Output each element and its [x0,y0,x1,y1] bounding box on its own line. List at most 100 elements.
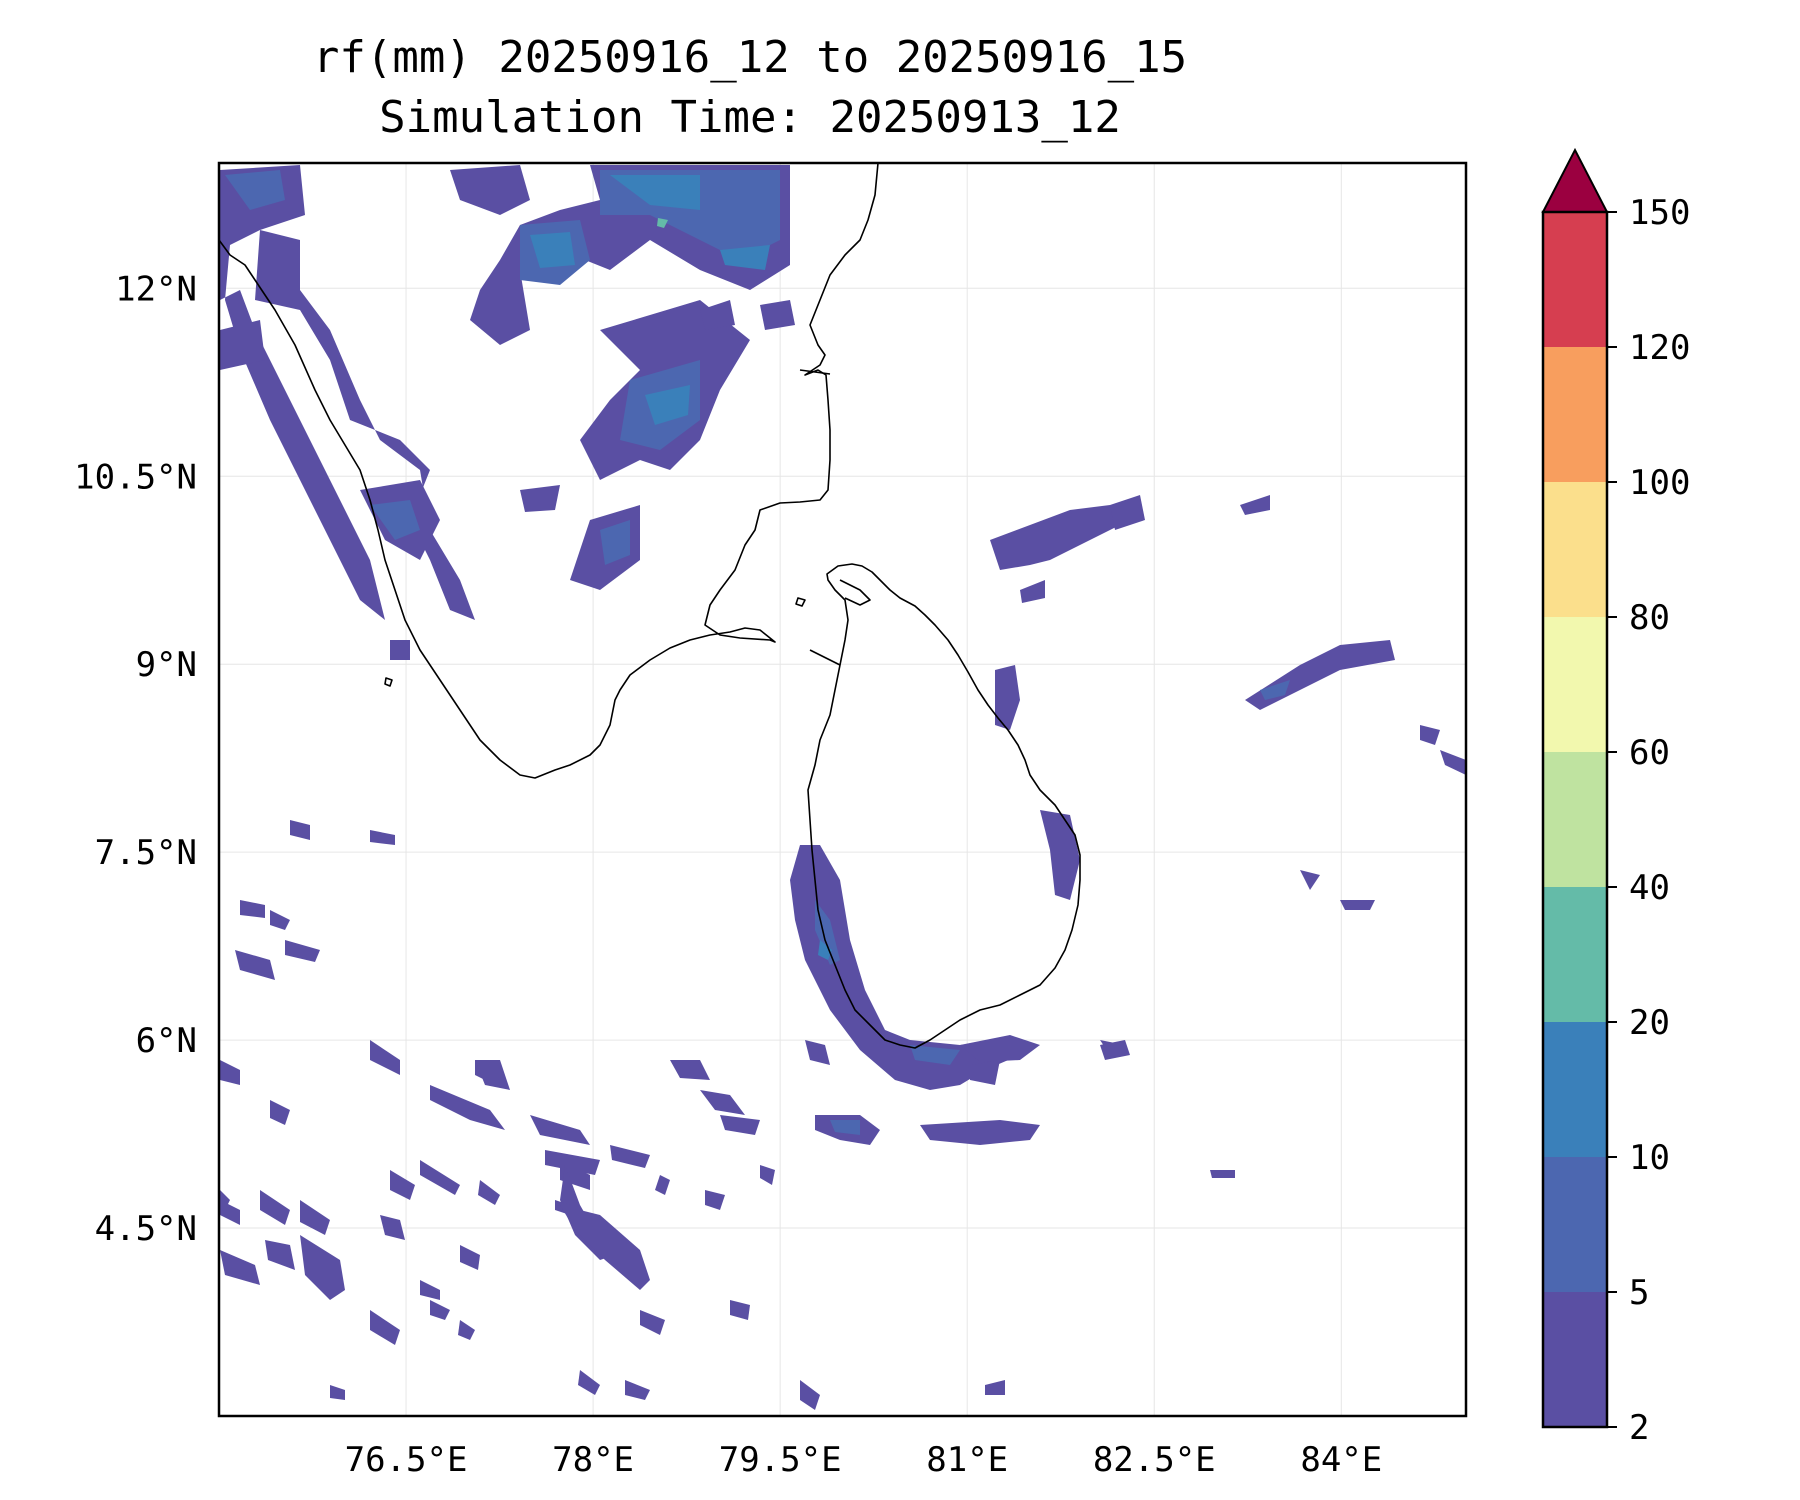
rain-core-bay [1260,680,1290,700]
rain-patch-northwest [220,320,265,370]
rain-patch-small-3 [390,640,410,660]
rain-streak-20 [560,1165,615,1260]
rain-streak-30 [560,1205,650,1290]
rain-patch-ne-2 [1110,495,1145,530]
rain-streak-2 [285,940,320,962]
rain-heavy-tn-4 [720,245,770,270]
y-tick-label: 9°N [136,645,197,685]
colorbar-tick-label: 80 [1629,598,1670,638]
colorbar-frame [1541,210,1609,1429]
rain-streak-31 [380,1215,405,1240]
rain-core-ghats [225,170,285,210]
colorbar: 2 5 10 20 40 60 80 100 120 150 [1541,147,1690,1448]
colorbar-segment [1543,752,1607,887]
rain-patch-western-ghats [220,165,475,620]
rain-patch-ne-1 [990,505,1130,570]
rain-patch-s-4 [1300,870,1320,890]
rain-streak-47 [240,900,265,918]
rain-streak-22 [705,1190,725,1210]
sri-lanka-coastline [807,563,1081,1049]
rain-streak-39 [760,1165,775,1185]
colorbar-segment [1543,482,1607,617]
india-coastline [219,163,879,779]
rain-streak-14 [300,1200,330,1235]
colorbar-tick-label: 2 [1629,1408,1649,1448]
rain-streak-48 [270,910,290,930]
rain-streak-34 [640,1310,665,1335]
rain-streak-8 [475,1060,510,1090]
palk-shoal [799,369,831,375]
rain-streak-21 [655,1175,670,1195]
rain-patch-ne-4 [1020,580,1045,603]
y-tick-label: 4.5°N [95,1209,197,1249]
jaffna-lagoon [839,579,871,606]
rain-patch-ne-3 [1240,495,1270,515]
colorbar-segment [1543,1022,1607,1157]
colorbar-tick-label: 40 [1629,868,1670,908]
rain-streak-35 [370,1310,400,1345]
y-tick-label: 7.5°N [95,833,197,873]
rain-streak-25 [300,1235,345,1300]
rain-patch-bay-3 [1440,750,1466,775]
x-tick-label: 76.5°E [345,1440,468,1480]
small-island-2 [384,677,393,687]
colorbar-segment [1543,887,1607,1022]
y-tick-label: 6°N [136,1021,197,1061]
colorbar-segment [1543,1292,1607,1427]
rain-heavy-tn-1 [610,175,700,210]
rain-streak-10 [700,1090,745,1115]
rain-heavy-sl [818,940,832,960]
rain-patch-bay-band [1245,640,1395,710]
rain-streak-18 [478,1180,500,1205]
rain-streak-4 [430,1085,505,1130]
rain-streak-6 [530,1115,590,1145]
rain-patch-tn-north [450,165,530,215]
rain-streak-37 [578,1370,600,1395]
y-tick-label: 12°N [115,269,197,309]
x-tick-label: 82.5°E [1093,1440,1216,1480]
map-subtitle: Simulation Time: 20250913_12 [379,92,1121,143]
small-island-1 [795,597,806,607]
rain-streak-42 [330,1385,345,1400]
rain-patch-tn-east [520,485,560,512]
rain-patch-small-1 [700,300,735,330]
colorbar-segment [1543,617,1607,752]
rain-streak-13 [260,1190,290,1225]
colorbar-tick-label: 5 [1629,1273,1649,1313]
rain-streak-32 [430,1300,450,1320]
rain-streak-9 [670,1060,710,1080]
rain-streak-46 [370,830,395,845]
rain-patch-sl-south-4 [970,1060,1000,1085]
rain-streak-3 [370,1040,400,1075]
rain-heavy-tn-2 [530,232,575,268]
rain-streak-45 [290,820,310,840]
rain-patch-sl-south-3 [805,1040,830,1065]
rain-patch-s-5 [1340,900,1375,910]
rainfall-shading [220,165,1466,1410]
rain-streak-40 [800,1380,820,1410]
rain-patch-s-2 [920,1120,1040,1145]
rain-core-s-1 [830,1120,860,1135]
colorbar-segment [1543,347,1607,482]
rain-streak-28 [220,1250,260,1285]
colorbar-tick-label: 20 [1629,1003,1670,1043]
rain-streak-16 [420,1160,460,1195]
colorbar-tick-label: 150 [1629,193,1690,233]
rain-patch-s-3 [1100,1040,1130,1060]
colorbar-segment [1543,212,1607,347]
rain-streak-38 [625,1380,650,1400]
rain-streak-1 [235,950,275,980]
coastlines [219,163,1081,1049]
x-tick-label: 79.5°E [719,1440,842,1480]
rain-streak-15 [390,1170,415,1200]
rain-streak-23 [460,1245,480,1270]
x-axis-ticks: 76.5°E 78°E 79.5°E 81°E 82.5°E 84°E [345,1440,1383,1480]
rain-streak-44 [270,1100,290,1125]
colorbar-tick-label: 10 [1629,1138,1670,1178]
colorbar-extend-arrow [1541,147,1609,213]
rain-core-sl-west [815,900,840,965]
colorbar-segment [1543,1157,1607,1292]
colorbar-tick-label: 60 [1629,733,1670,773]
rain-patch-sl-west [790,845,1020,1090]
